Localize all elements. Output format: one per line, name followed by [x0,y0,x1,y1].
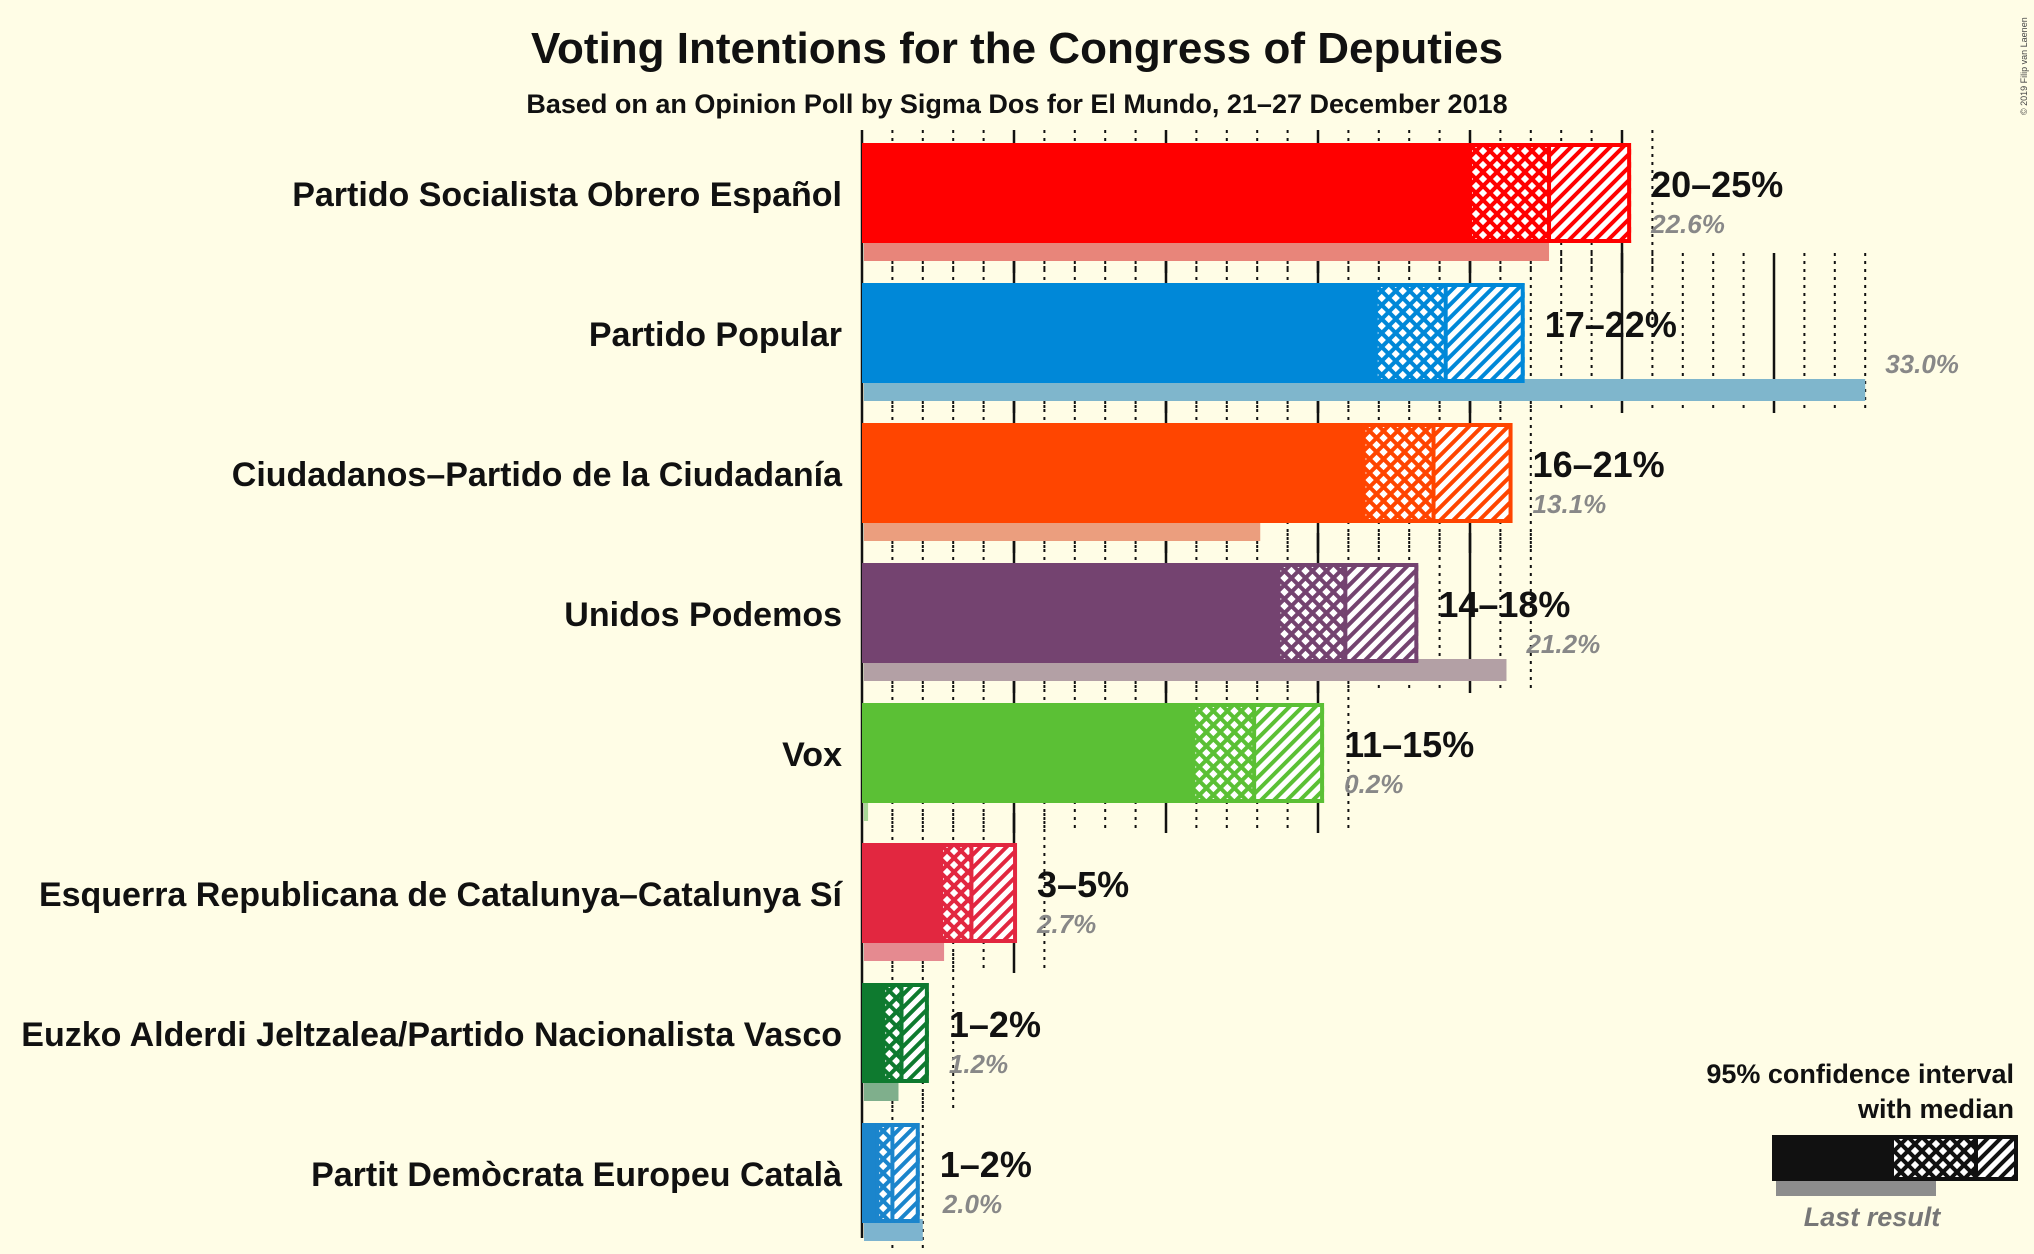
party-label: Partido Popular [589,316,842,354]
chart-title: Voting Intentions for the Congress of De… [531,24,1503,73]
range-label: 17–22% [1545,304,1677,345]
ci-solid-bar [862,983,884,1083]
last-result-bar [864,1219,923,1241]
ci-crosshatch [1193,703,1255,803]
range-label: 14–18% [1438,584,1570,625]
party-label: Ciudadanos–Partido de la Ciudadanía [232,456,843,494]
legend-hatch-swatch [1976,1137,2016,1179]
ci-outline [881,983,929,1083]
legend-crosshatch-swatch [1894,1137,1976,1179]
ci-outline [1276,563,1419,663]
ci-crosshatch [1470,143,1550,243]
last-result-label: 22.6% [1650,209,1725,239]
ci-crosshatch [941,843,972,943]
range-label: 16–21% [1533,444,1665,485]
legend-cross-fill [1894,1137,1976,1179]
last-result-bar [864,519,1261,541]
last-result-bar [864,939,945,961]
range-label: 1–2% [949,1004,1041,1045]
copyright-text: © 2019 Filip van Laenen [2019,17,2029,115]
ci-hatch [1549,143,1632,243]
last-result-bar [864,239,1550,261]
ci-outline [1373,283,1525,383]
ci-outline [939,843,1018,943]
last-result-label: 21.2% [1525,629,1600,659]
legend: 95% confidence interval with median Last… [1706,1059,2018,1232]
legend-line1: 95% confidence interval [1706,1059,2014,1089]
last-result-label: 2.0% [942,1189,1002,1219]
bars-group: Partido Socialista Obrero Español 20–25% 2… [21,143,1959,1241]
party-label: Partido Socialista Obrero Español [292,176,842,214]
party-label: Euzko Alderdi Jeltzalea/Partido Nacional… [21,1016,842,1054]
ci-crosshatch [1375,283,1446,383]
last-result-bar [864,799,869,821]
ci-hatch [1345,563,1419,663]
legend-last-label: Last result [1804,1202,1942,1232]
range-label: 20–25% [1651,164,1783,205]
range-label: 11–15% [1344,724,1474,765]
last-result-label: 0.2% [1344,769,1403,799]
legend-line2: with median [1857,1094,2014,1124]
last-result-label: 2.7% [1036,909,1096,939]
last-result-bar [864,1079,899,1101]
last-result-label: 13.1% [1533,489,1607,519]
ci-outline [1191,703,1325,803]
ci-solid-bar [862,563,1279,663]
party-label: Unidos Podemos [564,596,842,634]
ci-outline [875,1123,920,1223]
last-result-bar [864,379,1866,401]
ci-solid-bar [862,143,1470,243]
ci-crosshatch [1363,423,1434,523]
last-result-bar [864,659,1507,681]
party-label: Esquerra Republicana de Catalunya–Catalu… [39,876,844,914]
ci-hatch [1433,423,1513,523]
ci-hatch [1445,283,1525,383]
last-result-label: 1.2% [949,1049,1008,1079]
ci-outline [1361,423,1513,523]
ci-solid-bar [862,843,942,943]
party-label: Vox [782,736,842,774]
party-label: Partit Demòcrata Europeu Català [311,1156,842,1194]
ci-hatch [971,843,1018,943]
last-result-label: 33.0% [1885,349,1959,379]
legend-border [1772,1135,2018,1181]
range-label: 3–5% [1037,864,1129,905]
legend-solid-swatch [1774,1137,1894,1179]
ci-solid-bar [862,423,1364,523]
range-label: 1–2% [940,1144,1032,1185]
ci-solid-bar [862,1123,878,1223]
legend-hatch-fill [1976,1137,2016,1179]
ci-solid-bar [862,703,1194,803]
ci-solid-bar [862,283,1376,383]
ci-crosshatch [1278,563,1346,663]
chart-subtitle: Based on an Opinion Poll by Sigma Dos fo… [526,89,1507,119]
